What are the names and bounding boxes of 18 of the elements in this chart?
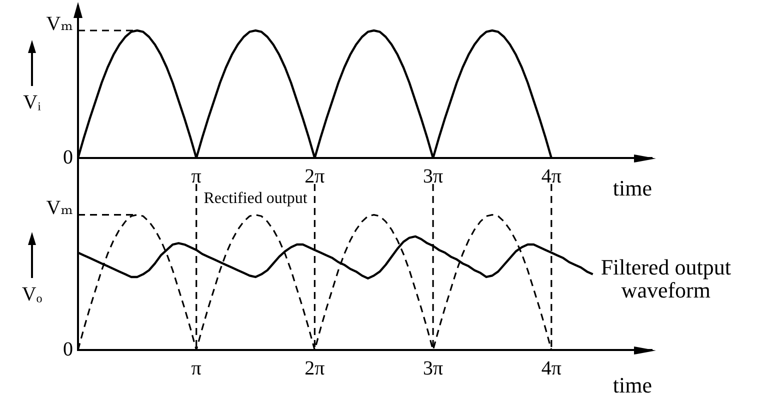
text: 0 [63, 146, 73, 168]
x-tick-label: 2π [304, 357, 325, 380]
x-tick-label: 3π [422, 165, 444, 188]
series-label: Filtered output waveform [600, 254, 731, 303]
text: 0 [63, 338, 73, 360]
ref-line-label: Vₘ [46, 197, 73, 220]
y-axis-title: Vᵢ [23, 91, 42, 114]
x-tick-label: π [191, 165, 202, 188]
x-tick-label: 2π [304, 165, 325, 188]
x-tick-label: 4π [541, 357, 562, 380]
x-axis-title: time [612, 176, 652, 201]
y-axis-title: Vₒ [22, 283, 42, 306]
x-tick-label: π [191, 357, 202, 380]
ref-line-label: Vₘ [46, 12, 73, 35]
x-tick-label: 4π [541, 165, 562, 188]
x-tick-label: 3π [422, 357, 444, 380]
x-axis-title: time [612, 372, 652, 398]
series-label: Rectified output [204, 190, 308, 207]
